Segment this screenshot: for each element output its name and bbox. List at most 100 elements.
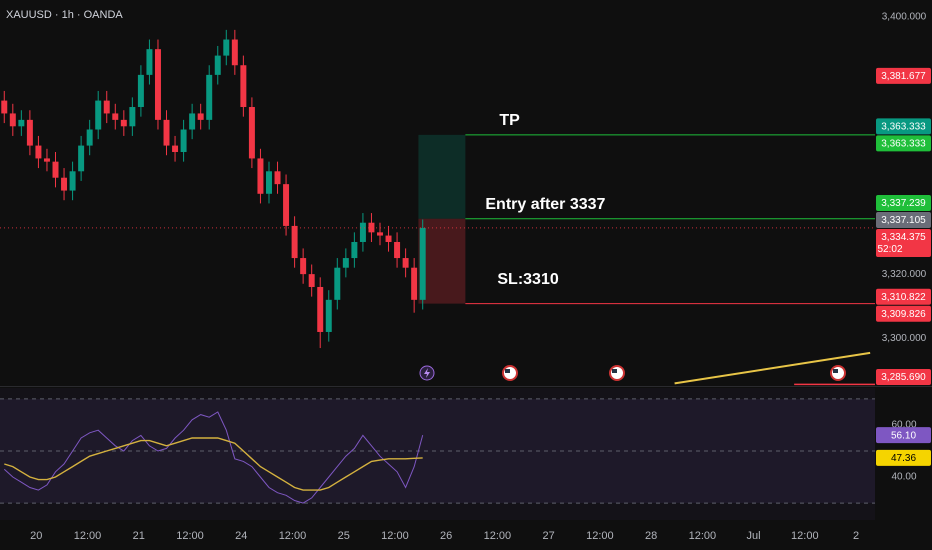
candle-body <box>35 145 42 159</box>
candle-body <box>359 222 366 242</box>
price-tag <box>876 228 931 257</box>
price-tag <box>876 135 931 152</box>
annotation-text: TP <box>499 112 520 129</box>
candle-body <box>223 39 230 56</box>
candle-body <box>189 113 196 130</box>
rsi-line <box>4 437 423 491</box>
candle-body <box>385 235 392 242</box>
candle-body <box>377 232 383 236</box>
price-tag <box>876 427 931 444</box>
x-tick-label: 26 <box>440 530 452 542</box>
price-tag-label: 3,337.105 <box>881 215 926 226</box>
candle-body <box>1 100 8 114</box>
rsi-pane <box>0 388 875 520</box>
candle-body <box>163 119 170 146</box>
candle-body <box>78 145 85 172</box>
event-icon <box>833 369 838 373</box>
candle-body <box>43 158 50 162</box>
candle-body <box>180 129 187 153</box>
y-tick-label: 3,300.000 <box>882 333 927 344</box>
event-icon <box>612 369 617 373</box>
candle-body <box>402 258 409 268</box>
x-tick-label: 12:00 <box>381 530 409 542</box>
price-tag-label: 3,310.822 <box>881 292 926 303</box>
price-tag-label: 3,363.333 <box>881 139 926 150</box>
price-tag-label: 3,309.826 <box>881 309 926 320</box>
x-tick-label: 27 <box>543 530 555 542</box>
candle-body <box>9 113 16 127</box>
x-tick-label: 12:00 <box>791 530 819 542</box>
candle-body <box>146 49 153 75</box>
event-icon <box>424 368 430 378</box>
candle-body <box>240 65 247 108</box>
candle-body <box>291 225 298 259</box>
candle-body <box>317 286 324 332</box>
price-tag <box>876 288 931 305</box>
y-tick-label: 3,400.000 <box>882 12 927 23</box>
candle-body <box>112 113 119 120</box>
price-tag-label: 3,337.239 <box>881 198 926 209</box>
candle-body <box>120 119 127 127</box>
candle-body <box>154 49 161 120</box>
annotation-text: Entry after 3337 <box>485 196 605 213</box>
candle-body <box>137 74 144 108</box>
price-tag <box>876 211 931 228</box>
event-icon <box>505 369 510 373</box>
candle-body <box>368 222 375 233</box>
candle-body <box>325 299 332 332</box>
candle-body <box>308 274 315 287</box>
x-tick-label: 12:00 <box>586 530 614 542</box>
candle-body <box>419 227 426 300</box>
price-tag-label: 47.36 <box>891 453 916 464</box>
candle-body <box>257 158 264 194</box>
chart-title: XAUUSD · 1h · OANDA <box>6 9 123 21</box>
x-tick-label: Jul <box>747 530 761 542</box>
x-tick-label: 20 <box>30 530 42 542</box>
price-tag <box>876 194 931 211</box>
trendline <box>674 351 871 385</box>
candle-body <box>283 184 290 226</box>
x-tick-label: 12:00 <box>279 530 307 542</box>
candle-body <box>26 119 33 146</box>
y-tick-label: 3,320.000 <box>882 269 927 280</box>
price-tag-label: 56.10 <box>891 430 916 441</box>
candle-body <box>206 74 213 120</box>
target-zone <box>418 134 466 219</box>
x-tick-label: 2 <box>853 530 859 542</box>
candle-body <box>103 100 110 114</box>
price-tag <box>876 67 931 84</box>
candle-body <box>172 145 179 153</box>
price-tag-label: 3,285.690 <box>881 372 926 383</box>
price-tag-countdown: 52:02 <box>877 244 902 255</box>
candle-body <box>61 177 68 191</box>
x-tick-label: 12:00 <box>74 530 102 542</box>
rsi-tick-label: 60.00 <box>891 420 916 431</box>
x-tick-label: 24 <box>235 530 247 542</box>
x-tick-label: 12:00 <box>484 530 512 542</box>
candle-body <box>95 100 102 130</box>
x-tick-label: 12:00 <box>689 530 717 542</box>
price-tag <box>876 118 931 135</box>
candle-body <box>197 113 204 120</box>
price-tag-label: 3,334.375 <box>881 232 926 243</box>
candle-body <box>334 267 341 300</box>
candle-body <box>214 55 221 75</box>
candle-body <box>86 129 93 146</box>
candle-body <box>274 171 281 185</box>
x-tick-label: 12:00 <box>176 530 204 542</box>
candle-body <box>342 258 349 268</box>
candle-body <box>411 267 418 300</box>
price-tag <box>876 305 931 322</box>
price-tag-label: 3,381.677 <box>881 71 926 82</box>
price-tag-label: 3,363.333 <box>881 122 926 133</box>
candle-body <box>69 171 76 191</box>
x-tick-label: 28 <box>645 530 657 542</box>
candle-body <box>394 241 401 259</box>
annotation-text: SL:3310 <box>497 271 558 288</box>
candle-body <box>300 258 307 275</box>
x-tick-label: 25 <box>338 530 350 542</box>
stop-zone <box>418 218 466 304</box>
price-tag <box>876 449 931 466</box>
candle-body <box>18 119 25 127</box>
